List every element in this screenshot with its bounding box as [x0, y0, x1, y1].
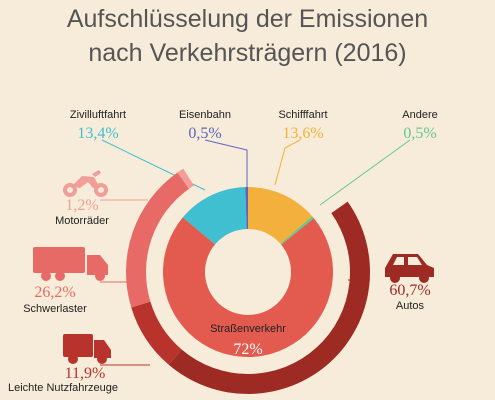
value-andere: 0,5%	[403, 125, 436, 142]
slice-schifffahrt	[248, 187, 313, 244]
outer-slice-leichte-nutzfahrzeuge	[131, 301, 182, 365]
leader-line-eisenbahn	[204, 139, 248, 190]
outer-slice-schwerlaster	[126, 172, 190, 308]
van-icon	[63, 334, 111, 364]
slice-stra-enverkehr	[163, 217, 334, 358]
chart-title-line-2: nach Verkehrsträgern (2016)	[88, 39, 407, 67]
value-zivilluftfahrt: 13,4%	[77, 125, 118, 142]
car-icon	[385, 254, 434, 283]
outer-slice-autos	[168, 201, 370, 394]
leader-line-schifffahrt	[274, 139, 301, 186]
label-autos: Autos	[396, 300, 425, 312]
value-schwerlaster: 26,2%	[34, 284, 75, 301]
value-strassenverkehr: 72%	[233, 341, 262, 358]
slice-andere	[280, 216, 314, 245]
motorcycle-icon	[63, 170, 108, 197]
label-leichte-nutzfahrzeuge: Leichte Nutzfahrzeuge	[8, 382, 118, 394]
value-autos: 60,7%	[389, 282, 430, 299]
label-schifffahrt: Schifffahrt	[278, 109, 327, 121]
label-motorr-der: Motorräder	[55, 215, 109, 227]
truck-icon	[33, 247, 108, 281]
value-motorr-der: 1,2%	[65, 197, 98, 214]
label-schwerlaster: Schwerlaster	[23, 303, 87, 315]
slice-eisenbahn	[245, 187, 248, 230]
outer-slice-motorr-der	[177, 168, 194, 189]
chart-title-line-1: Aufschlüsselung der Emissionen	[66, 5, 429, 33]
label-andere: Andere	[402, 109, 437, 121]
label-zivilluftfahrt: Zivilluftfahrt	[70, 109, 126, 121]
label-strassenverkehr: Straßenverkehr	[210, 323, 286, 335]
leader-line-andere	[319, 139, 411, 206]
label-eisenbahn: Eisenbahn	[179, 109, 231, 121]
value-eisenbahn: 0,5%	[188, 125, 221, 142]
value-schifffahrt: 13,6%	[282, 125, 323, 142]
slice-zivilluftfahrt	[182, 187, 247, 245]
value-leichte-nutzfahrzeuge: 11,9%	[65, 365, 106, 382]
